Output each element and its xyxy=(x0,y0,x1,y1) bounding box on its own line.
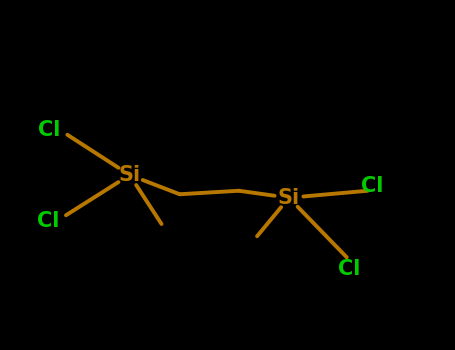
Text: Cl: Cl xyxy=(338,259,361,279)
Text: Si: Si xyxy=(119,165,141,185)
Text: Cl: Cl xyxy=(36,211,59,231)
Text: Cl: Cl xyxy=(38,120,61,140)
Text: Si: Si xyxy=(278,188,300,208)
Text: Cl: Cl xyxy=(361,176,384,196)
